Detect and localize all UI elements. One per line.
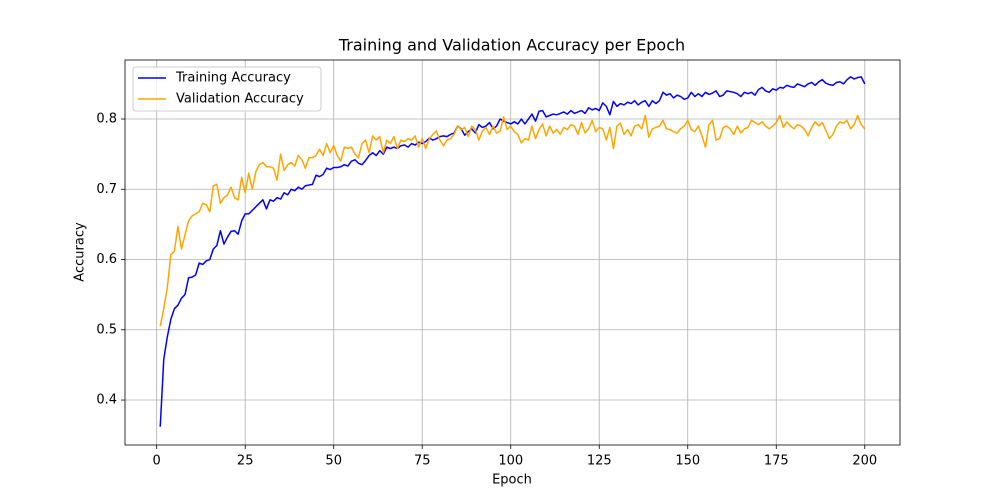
legend-label: Training Accuracy <box>175 71 291 86</box>
x-tick-label: 200 <box>852 454 877 469</box>
series-line <box>159 76 866 427</box>
y-axis-label: Accuracy <box>73 222 88 282</box>
x-tick-label: 125 <box>587 454 612 469</box>
legend: Training Accuracy Validation Accuracy <box>132 66 322 112</box>
x-axis-label: Epoch <box>492 473 532 488</box>
chart-title: Training and Validation Accuracy per Epo… <box>338 36 685 55</box>
y-tick-label: 0.4 <box>96 393 117 408</box>
x-tick-label: 50 <box>325 454 342 469</box>
x-tick-label: 75 <box>414 454 431 469</box>
x-tick-label: 150 <box>675 454 700 469</box>
legend-label: Validation Accuracy <box>176 92 304 107</box>
x-tick-label: 100 <box>498 454 523 469</box>
series-line <box>159 114 866 327</box>
y-tick-label: 0.8 <box>96 112 117 127</box>
y-tick-label: 0.5 <box>96 322 117 337</box>
legend-box <box>132 66 322 112</box>
x-tick-label: 0 <box>153 454 161 469</box>
plot-frame <box>124 59 901 446</box>
x-tick-label: 175 <box>764 454 789 469</box>
y-tick-label: 0.7 <box>96 182 117 197</box>
y-tick-label: 0.6 <box>96 252 117 267</box>
x-tick-label: 25 <box>237 454 254 469</box>
